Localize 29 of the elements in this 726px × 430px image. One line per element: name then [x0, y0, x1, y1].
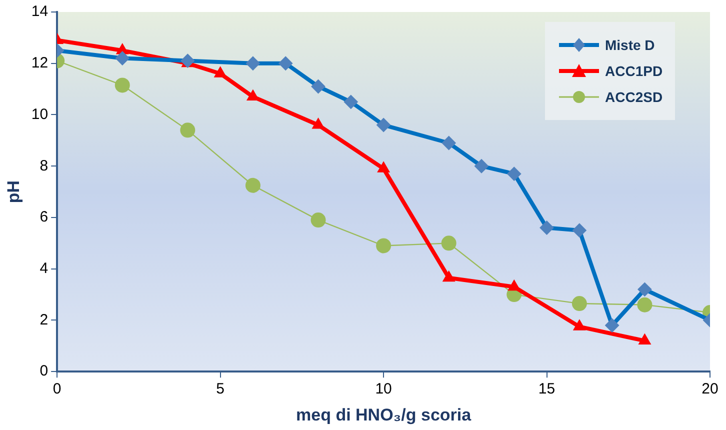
legend-label: Miste D [605, 37, 655, 53]
point [376, 238, 392, 254]
y-tick-label: 14 [31, 3, 48, 20]
point [572, 296, 587, 312]
legend-label: ACC1PD [605, 63, 663, 79]
y-tick-label: 10 [31, 106, 48, 123]
x-tick-label: 15 [538, 380, 556, 398]
x-tick-label: 0 [52, 380, 62, 398]
y-tick-label: 8 [40, 157, 48, 174]
y-tick-label: 12 [31, 54, 48, 72]
point [180, 122, 196, 138]
x-tick-label: 20 [702, 380, 718, 398]
point [245, 178, 260, 193]
point [441, 236, 456, 251]
y-tick-label: 6 [40, 208, 48, 226]
y-tick-label: 2 [40, 311, 48, 328]
x-axis-title: meq di HNO₃/g scoria [296, 405, 472, 424]
y-tick-label: 4 [40, 260, 48, 277]
point [114, 78, 130, 93]
point [310, 212, 326, 228]
y-tick-label: 0 [40, 362, 48, 380]
point [312, 118, 324, 129]
x-tick-label: 10 [375, 380, 392, 398]
y-axis-title: pH [4, 180, 23, 204]
legend-label: ACC2SD [605, 89, 663, 105]
x-tick-label: 5 [216, 380, 224, 398]
point [637, 297, 652, 312]
point [377, 162, 390, 172]
point [214, 66, 226, 78]
